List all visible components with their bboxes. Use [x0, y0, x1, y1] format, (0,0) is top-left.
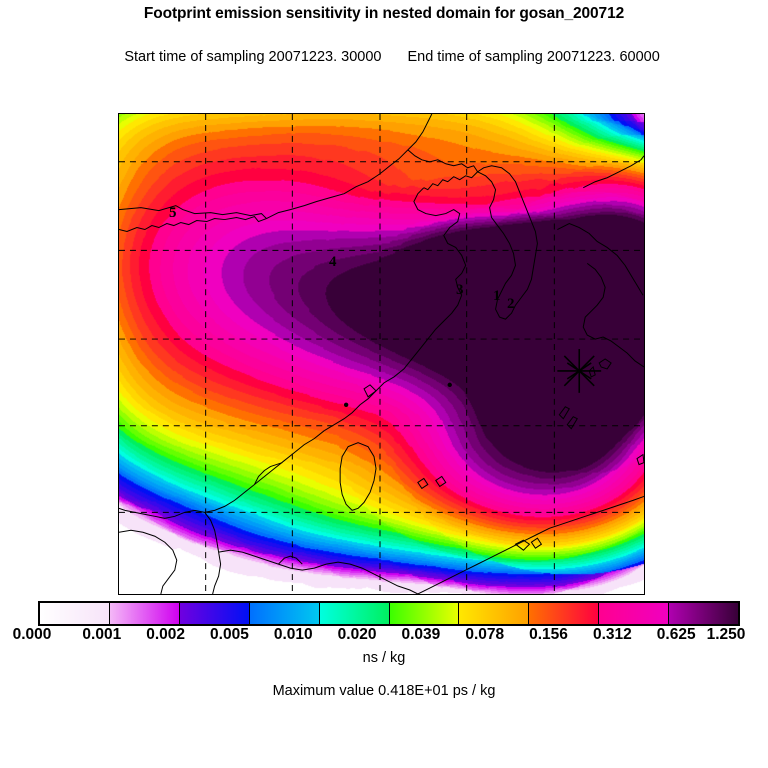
colorbar-segment-0: [40, 603, 110, 624]
colorbar-tick-3: 0.005: [210, 626, 249, 643]
colorbar-tick-2: 0.002: [146, 626, 186, 643]
trajectory-label-3: 3: [456, 282, 464, 298]
colorbar-segment-3: [249, 603, 320, 624]
coastline-mekong: [218, 549, 419, 594]
island-ryukyu-b: [566, 416, 578, 430]
sampling-time-line: Start time of sampling 20071223. 30000 En…: [0, 23, 768, 92]
coastline-south-china: [119, 430, 325, 519]
colorbar: [38, 601, 740, 626]
colorbar-tick-8: 0.156: [529, 626, 568, 643]
coastline-inner-mongolia: [119, 205, 268, 233]
colorbar-tick-0: 0.000: [12, 626, 52, 643]
colorbar-tick-6: 0.039: [401, 626, 441, 643]
coastlines: [119, 114, 644, 594]
station-dot-2: [447, 382, 452, 388]
coastline-indochina-west: [119, 529, 178, 594]
coastline-bohai: [407, 149, 479, 191]
map-plot-area: 5 4 3 1 2: [118, 113, 645, 595]
coastline-honshu-west: [557, 222, 644, 296]
colorbar-tick-9: 0.312: [592, 626, 632, 643]
bay-hangzhou: [363, 384, 377, 398]
maximum-value-label: Maximum value 0.418E+01 ps / kg: [272, 683, 496, 699]
coastline-korea: [476, 165, 538, 320]
colorbar-segment-2: [179, 603, 250, 624]
island-taiwan: [339, 442, 377, 511]
colorbar-unit-label: ns / kg: [362, 650, 406, 666]
colorbar-segment-5: [389, 603, 460, 624]
trajectory-label-2: 2: [507, 296, 515, 312]
colorbar-segment-9: [669, 603, 739, 624]
island-ryukyu-c: [636, 453, 644, 466]
trajectory-label-4: 4: [329, 254, 337, 270]
station-dot-1: [343, 402, 349, 407]
coastline-kyushu: [582, 262, 644, 368]
colorbar-tick-11: 1.250: [706, 626, 746, 643]
colorbar-segment-4: [319, 603, 390, 624]
start-time-label: Start time of sampling 20071223. 30000: [124, 49, 382, 65]
colorbar-tick-10: 0.625: [656, 626, 696, 643]
colorbar-tick-4: 0.010: [273, 626, 313, 643]
island-small-d: [514, 539, 531, 551]
gridlines: [119, 114, 644, 594]
coastline-vietnam: [204, 512, 222, 594]
island-pratas: [417, 477, 429, 490]
coastline-pearl-delta: [254, 462, 283, 485]
colorbar-segment-6: [459, 603, 530, 624]
colorbar-tick-1: 0.001: [82, 626, 122, 643]
coastline-inlet: [278, 555, 303, 565]
trajectory-label-1: 1: [493, 288, 501, 304]
trajectory-label-5: 5: [169, 205, 177, 221]
coastline-shandong: [413, 187, 467, 296]
island-small-e: [530, 537, 543, 549]
island-small-a: [598, 358, 612, 370]
end-time-label: End time of sampling 20071223. 60000: [407, 49, 660, 65]
coastline-china-southeast: [323, 295, 463, 432]
coastline-luzon-strait: [417, 495, 644, 594]
colorbar-tick-5: 0.020: [337, 626, 377, 643]
island-ryukyu-a: [558, 406, 570, 420]
colorbar-segment-8: [599, 603, 670, 624]
coastline-northeast-china: [266, 114, 433, 220]
colorbar-segment-1: [109, 603, 180, 624]
colorbar-segment-7: [529, 603, 600, 624]
colorbar-tick-7: 0.078: [465, 626, 505, 643]
coastline-honshu-north: [583, 155, 644, 189]
map-overlay: [119, 114, 644, 594]
island-small-b: [588, 365, 596, 378]
page-title: Footprint emission sensitivity in nested…: [143, 5, 625, 22]
island-small-c: [435, 475, 447, 488]
colorbar-tick-labels: 0.000 0.001 0.002 0.005 0.010 0.020 0.039 0.078…: [0, 626, 768, 646]
release-site-star-icon: [557, 349, 602, 393]
